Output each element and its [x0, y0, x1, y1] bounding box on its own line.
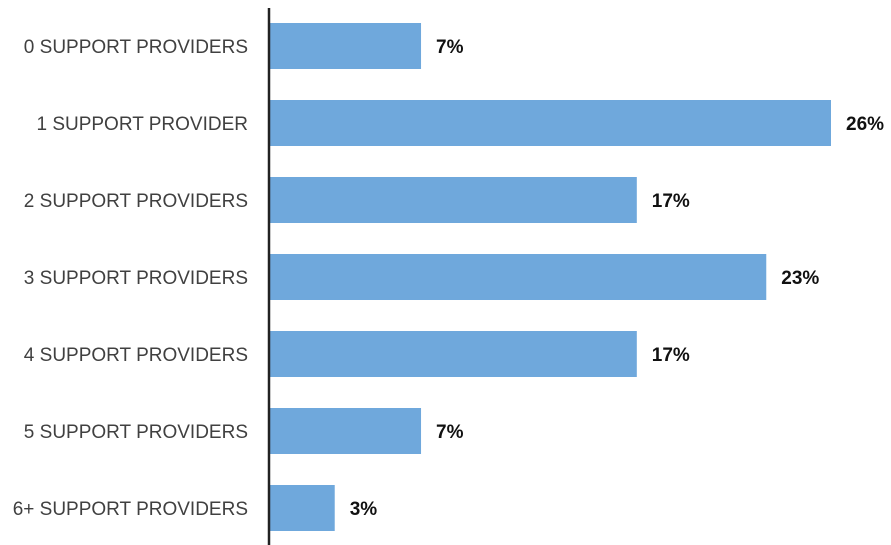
category-label-3: 3 SUPPORT PROVIDERS: [24, 268, 248, 289]
category-label-1: 1 SUPPORT PROVIDER: [36, 114, 248, 135]
bar-0: [270, 23, 422, 69]
value-label-6: 3%: [350, 499, 378, 520]
value-labels: 7% 26% 17% 23% 17% 7% 3%: [350, 37, 884, 520]
bar-4: [270, 331, 637, 377]
category-label-6: 6+ SUPPORT PROVIDERS: [13, 499, 248, 520]
value-label-2: 17%: [652, 191, 690, 212]
value-label-0: 7%: [436, 37, 464, 58]
bar-5: [270, 408, 422, 454]
bar-1: [270, 100, 831, 146]
category-label-2: 2 SUPPORT PROVIDERS: [24, 191, 248, 212]
category-label-5: 5 SUPPORT PROVIDERS: [24, 422, 248, 443]
bar-3: [270, 254, 767, 300]
value-label-4: 17%: [652, 345, 690, 366]
value-label-3: 23%: [781, 268, 819, 289]
bars: [270, 23, 831, 531]
value-label-1: 26%: [846, 114, 884, 135]
category-labels: 0 SUPPORT PROVIDERS 1 SUPPORT PROVIDER 2 S…: [13, 37, 248, 520]
category-label-0: 0 SUPPORT PROVIDERS: [24, 37, 248, 58]
category-label-4: 4 SUPPORT PROVIDERS: [24, 345, 248, 366]
value-label-5: 7%: [436, 422, 464, 443]
bar-6: [270, 485, 335, 531]
bar-2: [270, 177, 637, 223]
